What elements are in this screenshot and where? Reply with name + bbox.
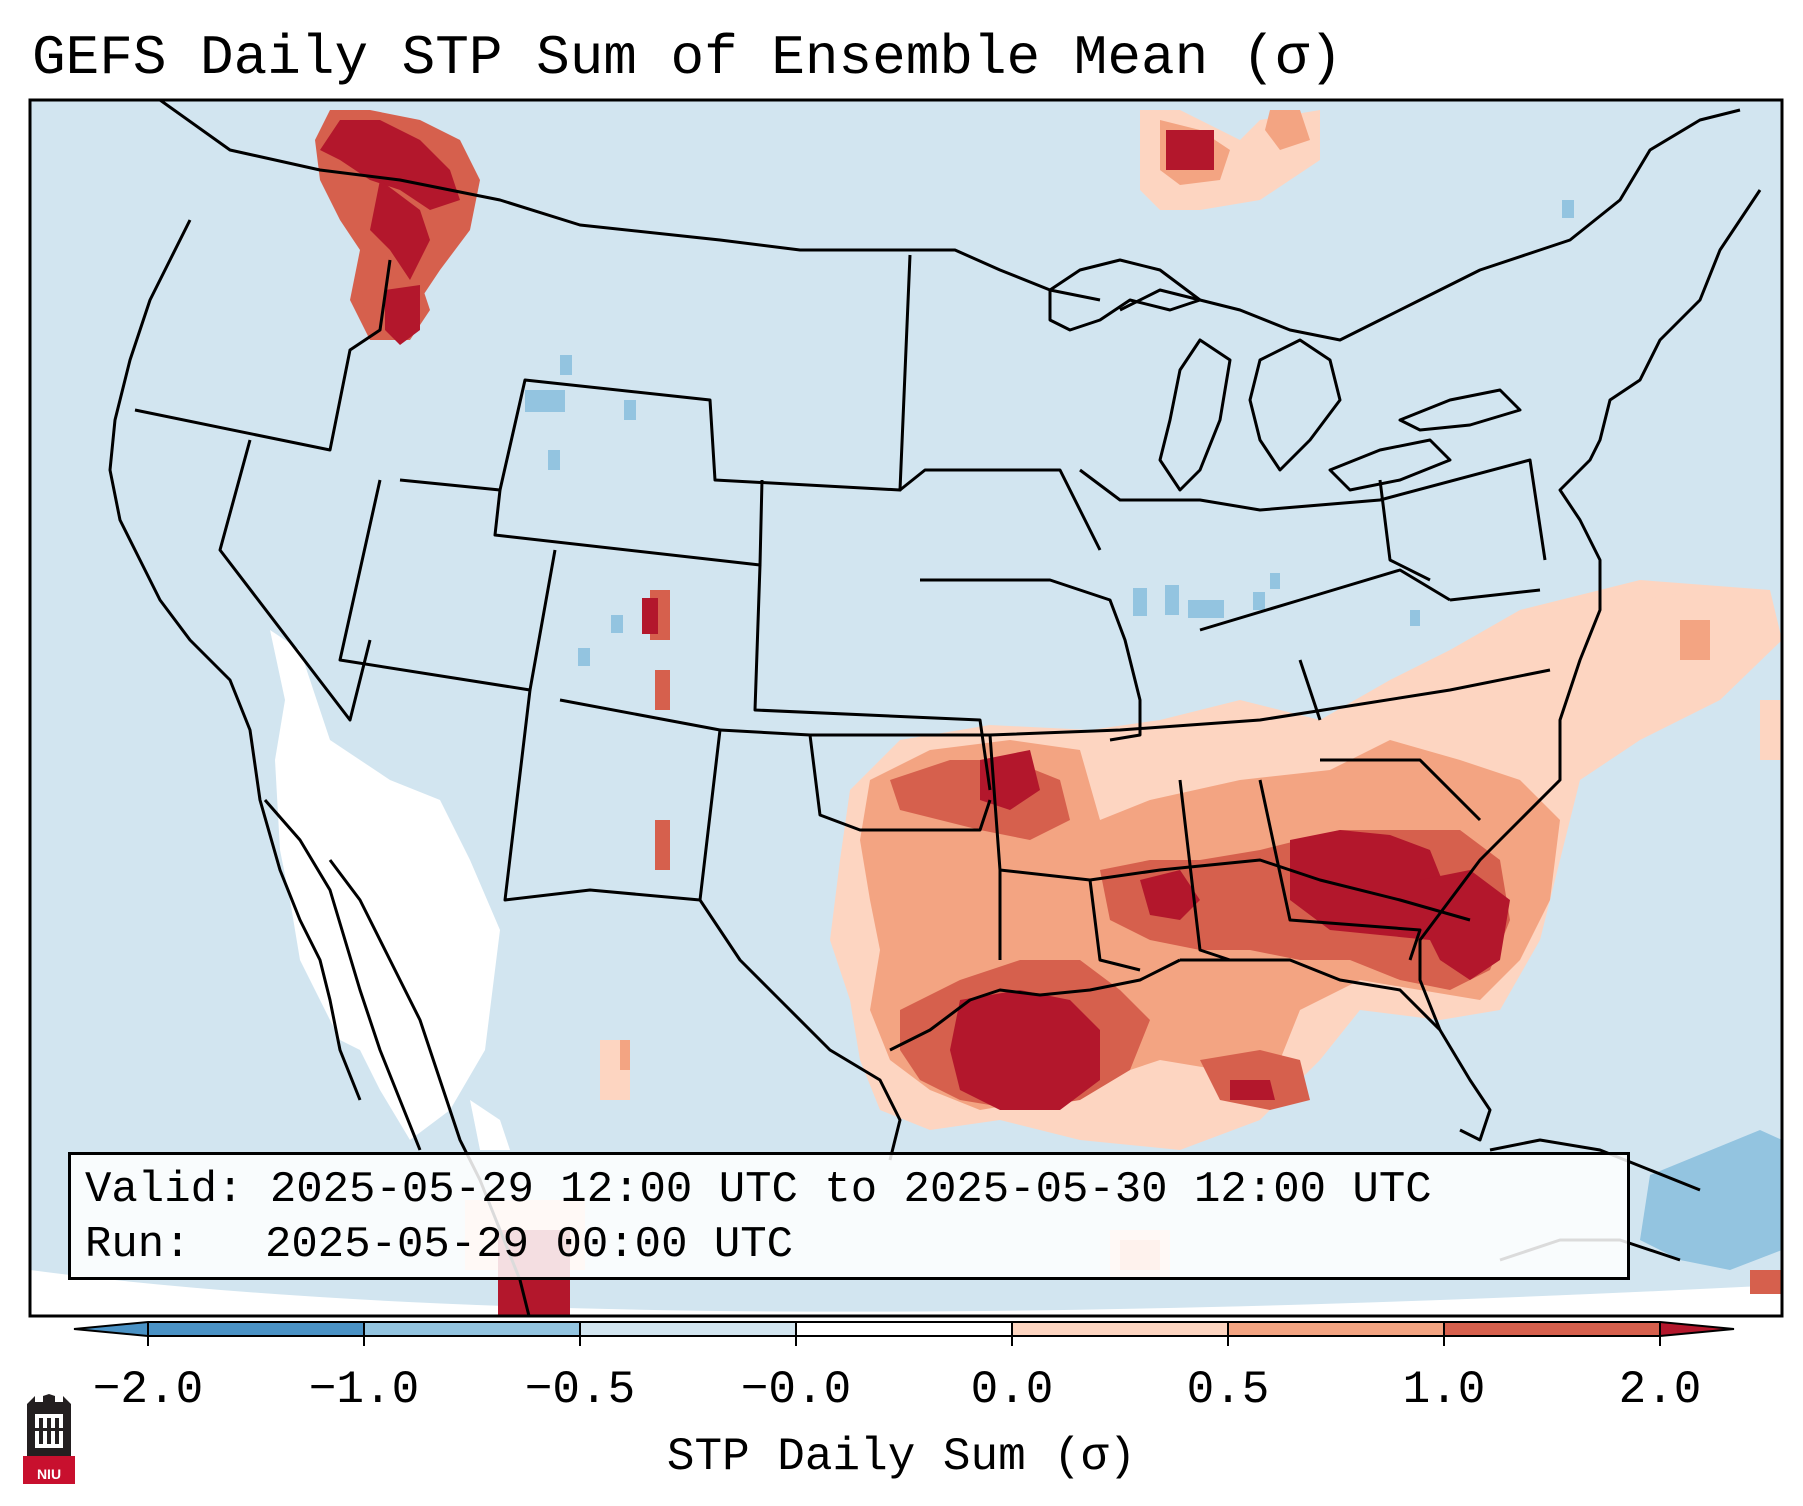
colorbar-tick-label: −0.0 xyxy=(740,1364,852,1416)
negative-patches xyxy=(525,200,1782,1270)
colorbar-tick-label: 0.0 xyxy=(970,1364,1054,1416)
colorbar-bin-3 xyxy=(580,1322,796,1336)
colorbar-tick-label: −1.0 xyxy=(308,1364,420,1416)
colorbar-bin-7 xyxy=(1444,1322,1660,1336)
logo-text: NIU xyxy=(36,1466,62,1482)
colorbar-bin-1 xyxy=(148,1322,364,1336)
run-row: Run: 2025-05-29 00:00 UTC xyxy=(85,1218,1613,1273)
map-border xyxy=(28,98,1784,1318)
castle-icon xyxy=(23,1394,75,1484)
colorbar-tick-label: 1.0 xyxy=(1402,1364,1486,1416)
colorbar-bin-6 xyxy=(1228,1322,1444,1336)
run-text: 2025-05-29 00:00 UTC xyxy=(265,1220,794,1270)
colorbar-tick-label: −0.5 xyxy=(524,1364,636,1416)
chart-title: GEFS Daily STP Sum of Ensemble Mean (σ) xyxy=(32,26,1343,90)
colorbar-tick-label: 2.0 xyxy=(1618,1364,1702,1416)
colorbar-bin-5 xyxy=(1012,1322,1228,1336)
valid-label: Valid: xyxy=(85,1165,244,1215)
extreme-positive-patches xyxy=(320,120,1510,1316)
run-label: Run: xyxy=(85,1220,191,1270)
valid-text: 2025-05-29 12:00 UTC to 2025-05-30 12:00… xyxy=(269,1165,1432,1215)
colorbar-tick-label: 0.5 xyxy=(1186,1364,1270,1416)
near-zero-patches xyxy=(270,630,510,1150)
colorbar-bin-2 xyxy=(364,1322,580,1336)
colorbar-label: STP Daily Sum (σ) xyxy=(666,1431,1137,1483)
colorbar-extend-low xyxy=(74,1322,148,1336)
valid-run-info-box: Valid: 2025-05-29 12:00 UTC to 2025-05-3… xyxy=(68,1152,1630,1280)
valid-row: Valid: 2025-05-29 12:00 UTC to 2025-05-3… xyxy=(85,1163,1613,1218)
colorbar-bin-4 xyxy=(796,1322,1012,1336)
colorbar xyxy=(73,1321,1735,1346)
niu-logo: NIU xyxy=(21,1394,77,1484)
colorbar-extend-high xyxy=(1660,1322,1734,1336)
projection-edge xyxy=(30,1270,1782,1316)
colorbar-tick-label: −2.0 xyxy=(92,1364,204,1416)
